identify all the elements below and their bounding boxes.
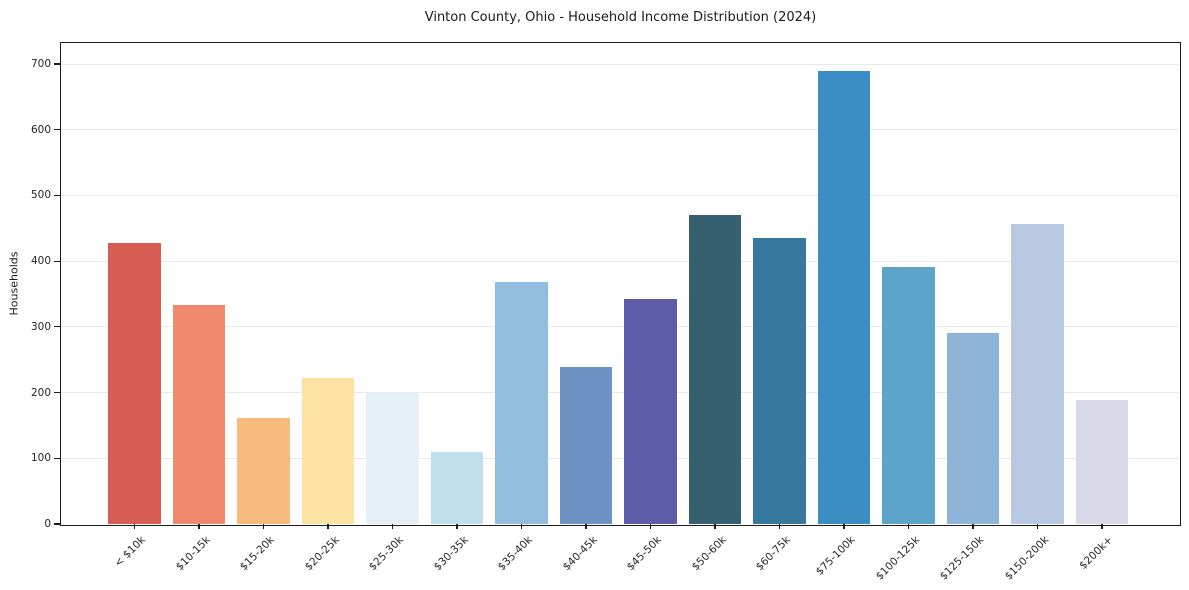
x-tick-label: $60-75k [753, 534, 793, 574]
y-tick-mark [54, 523, 60, 525]
x-tick-mark [262, 524, 265, 529]
bar [108, 242, 161, 524]
gridline [61, 260, 1179, 262]
bar [237, 417, 290, 524]
bar [559, 366, 613, 524]
bar [1011, 224, 1064, 524]
y-tick-label: 200 [30, 386, 51, 399]
x-tick-mark [649, 524, 652, 529]
gridline [61, 63, 1179, 65]
y-tick-label: 0 [44, 518, 51, 530]
x-tick-label: $10-15k [173, 534, 213, 574]
bar [817, 70, 871, 524]
y-tick-label: 400 [30, 255, 51, 268]
bar [753, 238, 806, 524]
bar [882, 267, 935, 524]
bar [301, 378, 355, 524]
x-tick-mark [972, 524, 974, 529]
x-tick-mark [520, 524, 523, 529]
gridline [61, 194, 1179, 196]
bar [172, 305, 226, 524]
bar [366, 392, 419, 524]
x-tick-label: $25-30k [366, 534, 406, 574]
x-tick-label: $15-20k [237, 534, 277, 574]
bar [624, 299, 677, 524]
x-tick-mark [778, 524, 781, 529]
x-tick-label: $40-45k [560, 534, 600, 574]
x-tick-mark [585, 524, 587, 529]
x-tick-mark [714, 524, 716, 529]
gridline [61, 129, 1179, 131]
bar [946, 332, 1000, 524]
x-tick-mark [1101, 524, 1103, 529]
y-axis-label: Households [7, 251, 21, 316]
gridline [61, 392, 1179, 394]
x-tick-label: $50-60k [689, 534, 729, 574]
x-tick-label: $125-150k [937, 534, 987, 583]
y-tick-mark [54, 457, 60, 459]
y-tick-label: 600 [30, 123, 51, 136]
chart-title: Vinton County, Ohio - Household Income D… [424, 10, 817, 25]
x-tick-mark [1036, 524, 1039, 529]
y-tick-mark [54, 194, 60, 197]
x-tick-mark [198, 524, 200, 529]
gridline [61, 457, 1179, 459]
y-tick-mark [54, 260, 60, 262]
y-tick-mark [54, 391, 60, 394]
x-tick-label: $150-200k [1002, 534, 1051, 583]
x-tick-mark [391, 524, 394, 529]
bar [1075, 400, 1129, 524]
x-tick-mark [456, 524, 458, 529]
bar [495, 281, 548, 524]
x-tick-mark [327, 524, 329, 529]
y-tick-mark [54, 326, 60, 328]
x-tick-label: $20-25k [302, 534, 342, 574]
x-tick-label: $75-100k [813, 534, 858, 578]
y-tick-label: 700 [30, 58, 51, 71]
x-tick-label: $100-125k [873, 534, 922, 583]
x-tick-label: $35-40k [495, 534, 535, 574]
x-tick-label: $45-50k [624, 534, 664, 574]
y-tick-label: 500 [30, 189, 51, 202]
gridline [61, 326, 1179, 328]
x-tick-label: $200k+ [1077, 534, 1116, 572]
y-tick-mark [54, 63, 60, 65]
x-tick-mark [133, 524, 136, 529]
x-tick-mark [907, 524, 910, 529]
y-tick-label: 300 [30, 320, 51, 333]
x-tick-mark [843, 524, 845, 529]
x-tick-label: $30-35k [431, 534, 471, 574]
bar [688, 215, 742, 524]
x-tick-label: < $10k [112, 534, 148, 570]
plot-area: 0 100 200 300 400 500 600 700 < $10k $10-15k $15-2… [31, 42, 1181, 583]
y-tick-mark [54, 129, 60, 131]
y-tick-label: 100 [30, 452, 51, 465]
bar [430, 451, 484, 524]
